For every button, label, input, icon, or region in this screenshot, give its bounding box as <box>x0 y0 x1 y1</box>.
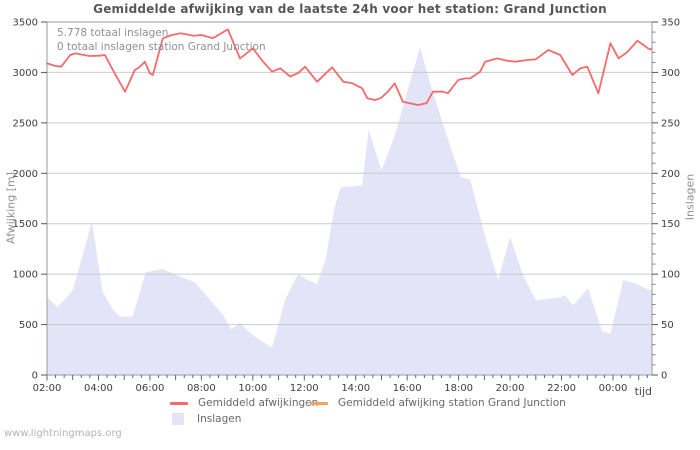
right-axis-tick-label: 300 <box>661 68 680 79</box>
legend-swatch-station-line <box>310 401 328 405</box>
axis-ticks: 0 500 1000 1500 2000 2500 3000 3500 0 50 100 150 200… <box>13 18 681 395</box>
x-axis-tick-label: 00:00 <box>599 383 628 394</box>
legend-item-strikes: Inslagen <box>170 412 241 426</box>
legend-item-station-deviation: Gemiddeld afwijking station Grand Juncti… <box>310 396 566 410</box>
legend-item-avg-deviation: Gemiddeld afwijkingen <box>170 396 318 410</box>
right-axis-tick-label: 0 <box>661 371 667 382</box>
page-title: Gemiddelde afwijking van de laatste 24h … <box>93 2 607 16</box>
x-axis-tick-label: 14:00 <box>341 383 370 394</box>
right-axis-tick-label: 350 <box>661 18 680 29</box>
average-deviation-line <box>46 28 653 106</box>
x-axis-tick-label: 10:00 <box>238 383 267 394</box>
inslagen-area <box>47 47 652 375</box>
legend-label-strikes: Inslagen <box>197 413 242 425</box>
watermark-link: www.lightningmaps.org <box>4 428 122 439</box>
legend-label-station-deviation: Gemiddeld afwijking station Grand Juncti… <box>338 397 566 409</box>
left-axis-tick-label: 500 <box>19 320 38 331</box>
legend-swatch-avg-line <box>170 401 188 405</box>
left-axis-tick-label: 2500 <box>13 118 38 129</box>
right-axis-tick-label: 50 <box>661 320 674 331</box>
annotation-station-strikes: 0 totaal inslagen station Grand Junction <box>57 41 266 53</box>
left-axis-tick-label: 1000 <box>13 270 38 281</box>
x-axis-tick-label: 18:00 <box>444 383 473 394</box>
right-axis-tick-label: 250 <box>661 118 680 129</box>
left-axis-tick-label: 1500 <box>13 219 38 230</box>
x-axis-title: tijd <box>634 385 652 398</box>
right-axis-tick-label: 150 <box>661 219 680 230</box>
x-axis-tick-label: 06:00 <box>135 383 164 394</box>
x-axis-tick-label: 02:00 <box>33 383 62 394</box>
annotation-total-strikes: 5.778 totaal inslagen <box>57 27 169 39</box>
x-axis-tick-label: 22:00 <box>547 383 576 394</box>
left-axis-tick-label: 3500 <box>13 18 38 29</box>
left-axis-tick-label: 2000 <box>13 169 38 180</box>
legend-label-avg-deviation: Gemiddeld afwijkingen <box>198 397 319 409</box>
right-axis-tick-label: 100 <box>661 270 680 281</box>
left-axis-tick-label: 0 <box>32 371 38 382</box>
x-axis-tick-label: 20:00 <box>496 383 525 394</box>
annotation-block: 5.778 totaal inslagen 0 totaal inslagen … <box>57 26 266 54</box>
right-axis-tick-label: 200 <box>661 169 680 180</box>
left-axis-tick-label: 3000 <box>13 68 38 79</box>
plot-border <box>46 21 653 376</box>
x-axis-tick-label: 12:00 <box>290 383 319 394</box>
x-axis-tick-label: 16:00 <box>393 383 422 394</box>
x-axis-tick-label: 08:00 <box>187 383 216 394</box>
x-axis-tick-label: 04:00 <box>84 383 113 394</box>
gridlines <box>47 71 652 326</box>
legend-swatch-strikes-area <box>172 413 184 425</box>
